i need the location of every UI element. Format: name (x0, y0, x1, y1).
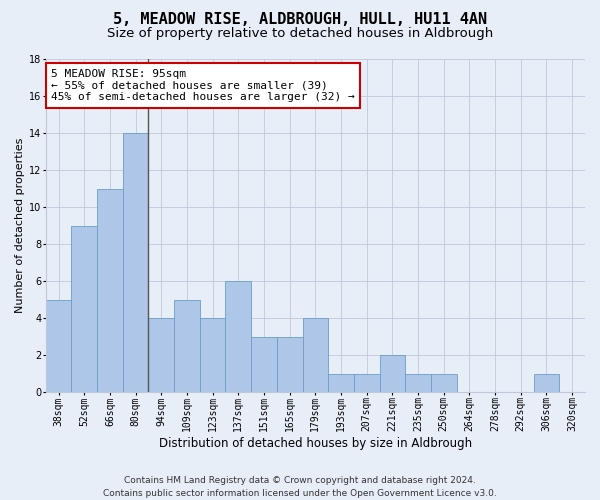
Bar (277, 336, 302, 392)
Bar (148, 318, 174, 392)
Text: 5 MEADOW RISE: 95sqm
← 55% of detached houses are smaller (39)
45% of semi-detac: 5 MEADOW RISE: 95sqm ← 55% of detached h… (51, 69, 355, 102)
X-axis label: Distribution of detached houses by size in Aldbrough: Distribution of detached houses by size … (159, 437, 472, 450)
Bar (533, 374, 559, 392)
Bar (174, 300, 200, 392)
Bar (97, 188, 123, 392)
Bar (328, 374, 354, 392)
Bar (302, 318, 328, 392)
Bar (405, 374, 431, 392)
Bar (354, 374, 380, 392)
Bar (200, 318, 226, 392)
Text: Size of property relative to detached houses in Aldbrough: Size of property relative to detached ho… (107, 28, 493, 40)
Text: 5, MEADOW RISE, ALDBROUGH, HULL, HU11 4AN: 5, MEADOW RISE, ALDBROUGH, HULL, HU11 4A… (113, 12, 487, 28)
Bar (431, 374, 457, 392)
Y-axis label: Number of detached properties: Number of detached properties (15, 138, 25, 313)
Bar (251, 336, 277, 392)
Bar (123, 133, 148, 392)
Bar (380, 355, 405, 392)
Bar (71, 226, 97, 392)
Bar (46, 300, 71, 392)
Bar (226, 281, 251, 392)
Text: Contains HM Land Registry data © Crown copyright and database right 2024.
Contai: Contains HM Land Registry data © Crown c… (103, 476, 497, 498)
